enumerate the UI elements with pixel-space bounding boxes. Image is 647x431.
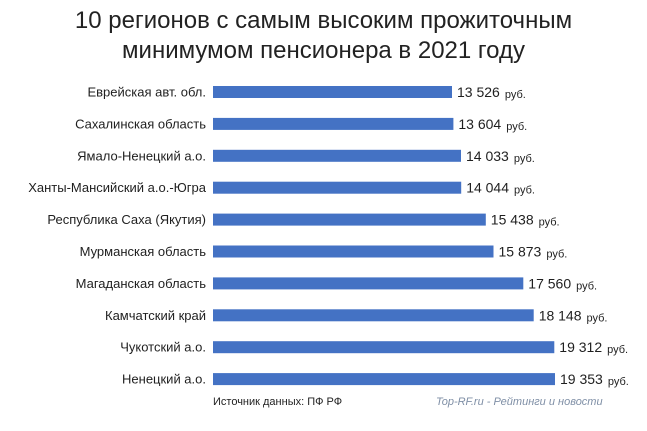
category-label-10: Ненецкий а.о. — [122, 372, 206, 387]
value-label-1: 13 526 руб. — [457, 84, 526, 101]
value-label-2: 13 604 руб. — [458, 116, 527, 133]
value-label-8: 18 148 руб. — [539, 307, 608, 324]
bar-1 — [213, 86, 452, 98]
category-label-6: Мурманская область — [80, 244, 207, 259]
bar-2 — [213, 117, 454, 130]
source-note: Источник данных: ПФ РФ — [213, 396, 343, 408]
category-label-1: Еврейская авт. обл. — [87, 85, 206, 100]
category-label-5: Республика Саха (Якутия) — [47, 212, 206, 227]
bar-9 — [213, 341, 555, 354]
brand-watermark: Top-RF.ru - Рейтинги и новости — [436, 396, 603, 408]
value-label-9: 19 312 руб. — [559, 339, 628, 356]
category-label-2: Сахалинская область — [75, 116, 206, 131]
bar-7 — [213, 277, 524, 290]
bar-4 — [213, 181, 462, 194]
value-unit-10: руб. — [608, 376, 629, 388]
category-label-9: Чукотский а.о. — [120, 340, 206, 355]
value-label-7: 17 560 руб. — [528, 275, 597, 292]
category-label-7: Магаданская область — [76, 276, 207, 291]
bar-8 — [213, 309, 534, 322]
value-unit-4: руб. — [514, 185, 535, 197]
value-label-10: 19 353 руб. — [560, 371, 629, 388]
bar-3 — [213, 149, 461, 162]
value-unit-2: руб. — [506, 121, 527, 133]
chart-title-line-1: 10 регионов с самым высоким прожиточным — [74, 7, 573, 34]
value-label-4: 14 044 руб. — [466, 180, 535, 197]
chart-title-line-2: минимумом пенсионера в 2021 году — [122, 37, 525, 64]
chart-title: 10 регионов с самым высоким прожиточным … — [0, 6, 647, 66]
bar-10 — [213, 373, 555, 386]
value-unit-9: руб. — [607, 344, 628, 356]
value-label-3: 14 033 руб. — [466, 148, 535, 165]
value-unit-8: руб. — [587, 312, 608, 324]
value-unit-5: руб. — [539, 217, 560, 229]
value-label-6: 15 873 руб. — [499, 244, 568, 261]
value-unit-7: руб. — [576, 280, 597, 292]
value-label-5: 15 438 руб. — [491, 212, 560, 229]
bar-5 — [213, 213, 486, 226]
bar-6 — [213, 245, 494, 258]
category-label-4: Ханты-Мансийский а.о.-Югра — [28, 180, 207, 195]
value-unit-1: руб. — [505, 89, 526, 101]
value-unit-6: руб. — [546, 249, 567, 261]
category-label-8: Камчатский край — [105, 308, 206, 323]
value-unit-3: руб. — [514, 153, 535, 165]
category-label-3: Ямало-Ненецкий а.о. — [77, 148, 206, 163]
